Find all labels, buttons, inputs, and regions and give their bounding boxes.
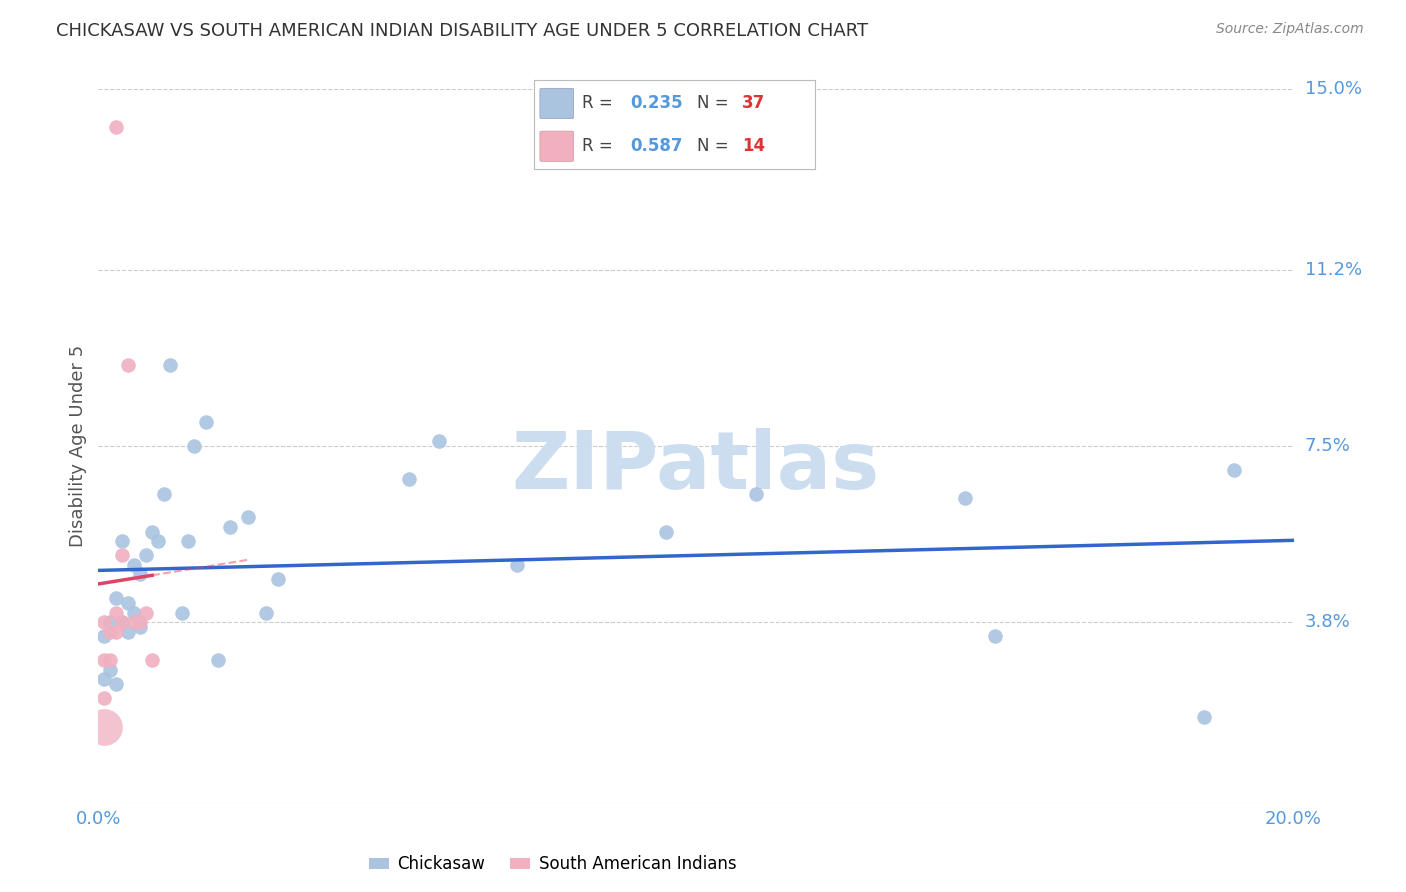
Point — [105, 606, 128, 620]
Text: R =: R = — [582, 95, 619, 112]
Text: 37: 37 — [742, 95, 766, 112]
Point — [117, 358, 139, 372]
Point — [506, 558, 529, 572]
Text: 15.0%: 15.0% — [1305, 80, 1361, 98]
Point — [207, 653, 229, 667]
Point — [983, 629, 1005, 643]
Point — [236, 510, 259, 524]
Point — [141, 653, 163, 667]
Point — [93, 653, 115, 667]
Point — [219, 520, 242, 534]
Point — [254, 606, 277, 620]
Point — [117, 624, 139, 639]
Point — [129, 620, 152, 634]
Point — [93, 615, 115, 629]
Point — [93, 672, 115, 686]
Point — [135, 606, 157, 620]
Point — [93, 629, 115, 643]
Point — [117, 596, 139, 610]
Text: R =: R = — [582, 137, 619, 155]
Text: 0.587: 0.587 — [630, 137, 682, 155]
Text: ZIPatlas: ZIPatlas — [512, 428, 880, 507]
Point — [148, 534, 170, 549]
Text: Source: ZipAtlas.com: Source: ZipAtlas.com — [1216, 22, 1364, 37]
Point — [124, 615, 146, 629]
Point — [194, 415, 218, 429]
Point — [111, 534, 134, 549]
Text: N =: N = — [697, 137, 734, 155]
Point — [183, 439, 205, 453]
Text: N =: N = — [697, 95, 734, 112]
FancyBboxPatch shape — [540, 131, 574, 161]
Point — [105, 591, 128, 606]
Point — [655, 524, 678, 539]
Legend: Chickasaw, South American Indians: Chickasaw, South American Indians — [363, 849, 742, 880]
Point — [172, 606, 194, 620]
Text: 14: 14 — [742, 137, 765, 155]
Point — [93, 691, 115, 706]
Point — [105, 120, 128, 135]
Y-axis label: Disability Age Under 5: Disability Age Under 5 — [69, 345, 87, 547]
Point — [111, 615, 134, 629]
Point — [98, 624, 122, 639]
Point — [93, 720, 115, 734]
Point — [141, 524, 163, 539]
Point — [124, 606, 146, 620]
Point — [111, 549, 134, 563]
Point — [398, 472, 420, 486]
Point — [267, 572, 290, 586]
Point — [427, 434, 450, 449]
Text: 7.5%: 7.5% — [1305, 437, 1351, 455]
Point — [105, 677, 128, 691]
Point — [153, 486, 176, 500]
Point — [1192, 710, 1215, 724]
Point — [135, 549, 157, 563]
Point — [111, 615, 134, 629]
Text: 11.2%: 11.2% — [1305, 261, 1362, 279]
Point — [953, 491, 976, 506]
Point — [129, 615, 152, 629]
Point — [745, 486, 768, 500]
Text: 0.235: 0.235 — [630, 95, 682, 112]
Point — [129, 567, 152, 582]
Point — [124, 558, 146, 572]
FancyBboxPatch shape — [540, 88, 574, 119]
Point — [98, 663, 122, 677]
Text: CHICKASAW VS SOUTH AMERICAN INDIAN DISABILITY AGE UNDER 5 CORRELATION CHART: CHICKASAW VS SOUTH AMERICAN INDIAN DISAB… — [56, 22, 869, 40]
Point — [105, 624, 128, 639]
Point — [98, 615, 122, 629]
Point — [177, 534, 200, 549]
Point — [159, 358, 181, 372]
Text: 3.8%: 3.8% — [1305, 613, 1350, 631]
Point — [98, 653, 122, 667]
Point — [1223, 463, 1246, 477]
